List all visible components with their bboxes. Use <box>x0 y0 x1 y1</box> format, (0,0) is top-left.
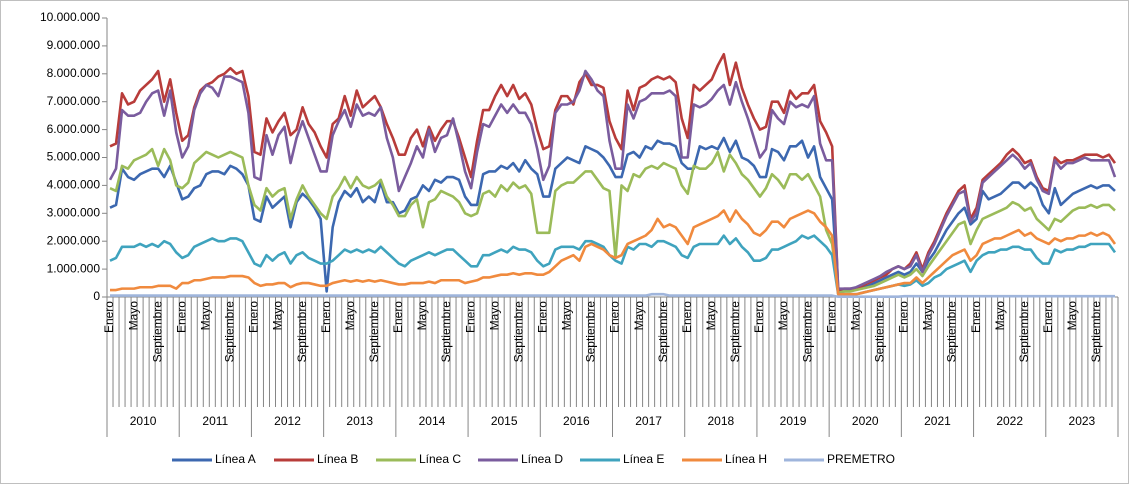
y-tick-label: 8.000.000 <box>47 66 101 80</box>
legend-label: PREMETRO <box>827 452 895 466</box>
y-tick-label: 5.000.000 <box>47 150 101 164</box>
year-label: 2011 <box>202 414 228 428</box>
legend-label: Línea C <box>419 452 461 466</box>
x-tick-label: Septiembre <box>656 301 670 363</box>
legend-label: Línea D <box>521 452 563 466</box>
x-tick-label: Septiembre <box>295 301 309 363</box>
x-tick-label: Mayo <box>415 301 429 331</box>
year-label: 2020 <box>852 414 879 428</box>
x-tick-label: Mayo <box>993 301 1007 331</box>
y-tick-label: 9.000.000 <box>47 38 101 52</box>
x-tick-label: Mayo <box>560 301 574 331</box>
x-tick-label: Septiembre <box>945 301 959 363</box>
y-tick-label: 10.000.000 <box>40 10 100 24</box>
x-tick-label: Mayo <box>704 301 718 331</box>
x-tick-label: Septiembre <box>150 301 164 363</box>
x-tick-label: Enero <box>463 301 477 333</box>
x-tick-label: Septiembre <box>439 301 453 363</box>
x-tick-label: Enero <box>608 301 622 333</box>
y-tick-label: 0 <box>93 289 100 303</box>
x-tick-label: Mayo <box>1065 301 1079 331</box>
x-tick-label: Septiembre <box>800 301 814 363</box>
legend-label: Línea A <box>215 452 256 466</box>
y-tick-label: 6.000.000 <box>47 122 101 136</box>
year-label: 2016 <box>563 414 590 428</box>
x-tick-label: Septiembre <box>367 301 381 363</box>
x-tick-label: Enero <box>1041 301 1055 333</box>
x-tick-label: Mayo <box>343 301 357 331</box>
x-tick-label: Septiembre <box>1017 301 1031 363</box>
x-tick-label: Septiembre <box>728 301 742 363</box>
x-tick-label: Enero <box>391 301 405 333</box>
x-tick-label: Enero <box>680 301 694 333</box>
x-tick-label: Enero <box>174 301 188 333</box>
year-label: 2013 <box>346 414 373 428</box>
x-tick-label: Mayo <box>776 301 790 331</box>
y-tick-label: 4.000.000 <box>47 178 101 192</box>
year-label: 2015 <box>491 414 518 428</box>
legend-label: Línea B <box>317 452 358 466</box>
year-label: 2012 <box>274 414 301 428</box>
series-line <box>109 147 1116 295</box>
year-label: 2023 <box>1069 414 1096 428</box>
y-tick-label: 7.000.000 <box>47 94 101 108</box>
legend-label: Línea H <box>725 452 767 466</box>
series-line <box>110 209 1117 296</box>
y-tick-label: 3.000.000 <box>47 205 101 219</box>
x-tick-label: Septiembre <box>223 301 237 363</box>
year-label: 2010 <box>130 414 157 428</box>
x-tick-label: Mayo <box>487 301 501 331</box>
x-tick-label: Mayo <box>921 301 935 331</box>
y-tick-label: 1.000.000 <box>47 261 101 275</box>
x-tick-label: Septiembre <box>584 301 598 363</box>
x-tick-label: Enero <box>247 301 261 333</box>
series-line <box>110 292 1115 299</box>
series-line <box>109 136 1116 293</box>
y-tick-label: 2.000.000 <box>47 233 101 247</box>
x-tick-label: Mayo <box>848 301 862 331</box>
x-tick-label: Mayo <box>126 301 140 331</box>
x-tick-label: Enero <box>752 301 766 333</box>
x-tick-label: Enero <box>535 301 549 333</box>
x-tick-label: Septiembre <box>1089 301 1103 363</box>
x-tick-label: Mayo <box>632 301 646 331</box>
x-tick-label: Enero <box>319 301 333 333</box>
x-tick-label: Septiembre <box>872 301 886 363</box>
series-line <box>109 52 1117 292</box>
year-label: 2021 <box>924 414 951 428</box>
legend-label: Línea E <box>623 452 664 466</box>
x-tick-label: Mayo <box>271 301 285 331</box>
year-label: 2019 <box>780 414 807 428</box>
x-tick-label: Mayo <box>198 301 212 331</box>
x-tick-label: Enero <box>824 301 838 333</box>
x-tick-label: Enero <box>102 301 116 333</box>
year-label: 2018 <box>707 414 734 428</box>
year-label: 2017 <box>635 414 662 428</box>
x-tick-label: Enero <box>897 301 911 333</box>
year-label: 2022 <box>996 414 1023 428</box>
series-line <box>108 69 1117 290</box>
year-label: 2014 <box>419 414 446 428</box>
x-tick-label: Enero <box>969 301 983 333</box>
x-tick-label: Septiembre <box>511 301 525 363</box>
